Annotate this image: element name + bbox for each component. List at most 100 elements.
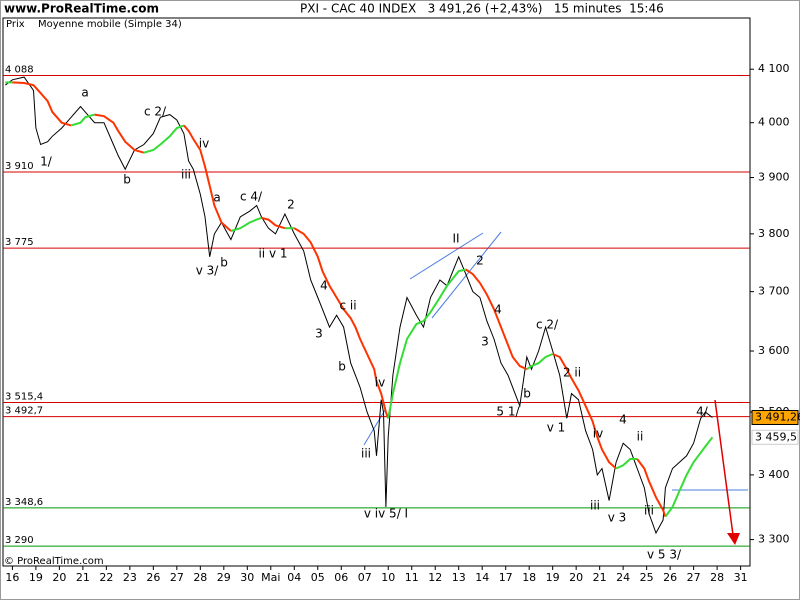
arrow-head bbox=[727, 533, 740, 545]
x-tick-label: 13 bbox=[452, 571, 466, 584]
x-tick-label: 19 bbox=[29, 571, 43, 584]
moving-average bbox=[143, 124, 185, 154]
wave-label: a bbox=[213, 191, 220, 205]
wave-label: c 2/ bbox=[536, 318, 559, 332]
y-tick-label: 3 600 bbox=[758, 344, 790, 357]
moving-average bbox=[465, 268, 528, 371]
price-legend: Prix bbox=[6, 19, 25, 30]
x-tick-label: 31 bbox=[734, 571, 748, 584]
wave-label: c 4/ bbox=[240, 190, 263, 204]
level-label: 3 348,6 bbox=[5, 497, 43, 508]
moving-average bbox=[293, 227, 390, 419]
wave-label: b bbox=[220, 256, 228, 270]
wave-label: 5 1/ bbox=[496, 405, 520, 419]
x-tick-label: 27 bbox=[170, 571, 184, 584]
wave-label: v 5 3/ bbox=[647, 548, 682, 562]
wave-label: II bbox=[452, 232, 459, 246]
copyright: © ProRealTime.com bbox=[4, 556, 104, 567]
wave-label: iii bbox=[181, 168, 191, 182]
x-tick-label: 11 bbox=[405, 571, 419, 584]
wave-label: 4/ bbox=[696, 405, 709, 419]
x-tick-label: 12 bbox=[428, 571, 442, 584]
site-name: www.ProRealTime.com bbox=[4, 2, 159, 16]
wave-label: iii bbox=[644, 504, 654, 518]
x-tick-label: 28 bbox=[193, 571, 207, 584]
y-tick-label: 4 100 bbox=[758, 62, 790, 75]
wave-label: c 2/ bbox=[144, 105, 167, 119]
moving-average bbox=[94, 113, 145, 154]
chart-title: PXI - CAC 40 INDEX 3 491,26 (+2,43%) 15 … bbox=[300, 2, 664, 16]
x-tick-label: 20 bbox=[569, 571, 583, 584]
x-tick-label: 16 bbox=[5, 571, 19, 584]
x-tick-label: 26 bbox=[146, 571, 160, 584]
level-label: 3 775 bbox=[5, 237, 34, 248]
wave-label: 4 bbox=[320, 279, 328, 293]
level-label: 3 515,4 bbox=[5, 392, 43, 403]
x-tick-label: 27 bbox=[687, 571, 701, 584]
x-tick-label: 29 bbox=[217, 571, 231, 584]
wave-label: 1/ bbox=[40, 155, 53, 169]
moving-average bbox=[526, 353, 554, 371]
y-tick-label: 3 300 bbox=[758, 533, 790, 546]
x-tick-label: 04 bbox=[287, 571, 301, 584]
level-label: 3 910 bbox=[5, 161, 34, 172]
wave-label: v 3 bbox=[608, 511, 627, 525]
moving-average bbox=[230, 216, 262, 232]
wave-label: v iv 5/ I bbox=[364, 507, 408, 521]
wave-label: b bbox=[123, 173, 131, 187]
x-tick-label: 19 bbox=[546, 571, 560, 584]
x-tick-label: 18 bbox=[522, 571, 536, 584]
moving-average bbox=[552, 353, 617, 470]
x-tick-label: 22 bbox=[99, 571, 113, 584]
x-tick-label: 21 bbox=[593, 571, 607, 584]
x-tick-label: 20 bbox=[52, 571, 66, 584]
x-tick-label: 21 bbox=[76, 571, 90, 584]
wave-label: 2 bbox=[476, 254, 484, 268]
wave-label: b bbox=[523, 387, 531, 401]
x-tick-label: 17 bbox=[499, 571, 513, 584]
wave-label: iii bbox=[361, 447, 371, 461]
wave-label: iii bbox=[590, 499, 600, 513]
moving-average bbox=[664, 436, 714, 518]
price-line bbox=[5, 76, 713, 535]
x-tick-label: 07 bbox=[358, 571, 372, 584]
wave-label: 2 ii bbox=[563, 366, 581, 380]
wave-label: 3 bbox=[481, 335, 489, 349]
y-tick-label: 3 800 bbox=[758, 227, 790, 240]
wave-label: iv bbox=[375, 376, 385, 390]
trend-line bbox=[409, 232, 484, 280]
moving-average bbox=[615, 458, 638, 470]
moving-average bbox=[636, 458, 667, 518]
wave-label: iv bbox=[593, 427, 603, 441]
level-label: 4 088 bbox=[5, 65, 34, 76]
moving-average bbox=[387, 268, 467, 419]
moving-average bbox=[70, 113, 95, 127]
wave-label: b bbox=[338, 360, 346, 374]
level-label: 3 290 bbox=[5, 535, 34, 546]
trend-line bbox=[363, 409, 386, 446]
wave-label: ii v 1 bbox=[258, 247, 287, 261]
wave-label: v 1 bbox=[547, 421, 566, 435]
ma-last-label: 3 459,5 bbox=[755, 430, 797, 443]
wave-label: ii bbox=[637, 430, 644, 444]
wave-label: 4 bbox=[494, 303, 502, 317]
ma-legend: Moyenne mobile (Simple 34) bbox=[38, 19, 182, 30]
last-price-label: 3 491,26 bbox=[755, 410, 800, 423]
wave-label: a bbox=[81, 86, 88, 100]
wave-label: 2 bbox=[287, 198, 295, 212]
y-tick-label: 4 000 bbox=[758, 116, 790, 129]
x-tick-label: 25 bbox=[640, 571, 654, 584]
level-label: 3 492,7 bbox=[5, 406, 43, 417]
x-tick-label: 23 bbox=[123, 571, 137, 584]
wave-label: 4 bbox=[619, 413, 627, 427]
moving-average bbox=[183, 124, 232, 232]
x-tick-label: 06 bbox=[334, 571, 348, 584]
x-tick-label: 14 bbox=[475, 571, 489, 584]
wave-label: v 3/ bbox=[196, 264, 220, 278]
x-tick-label: 28 bbox=[710, 571, 724, 584]
moving-average bbox=[261, 216, 286, 230]
wave-label: c ii bbox=[339, 299, 356, 313]
